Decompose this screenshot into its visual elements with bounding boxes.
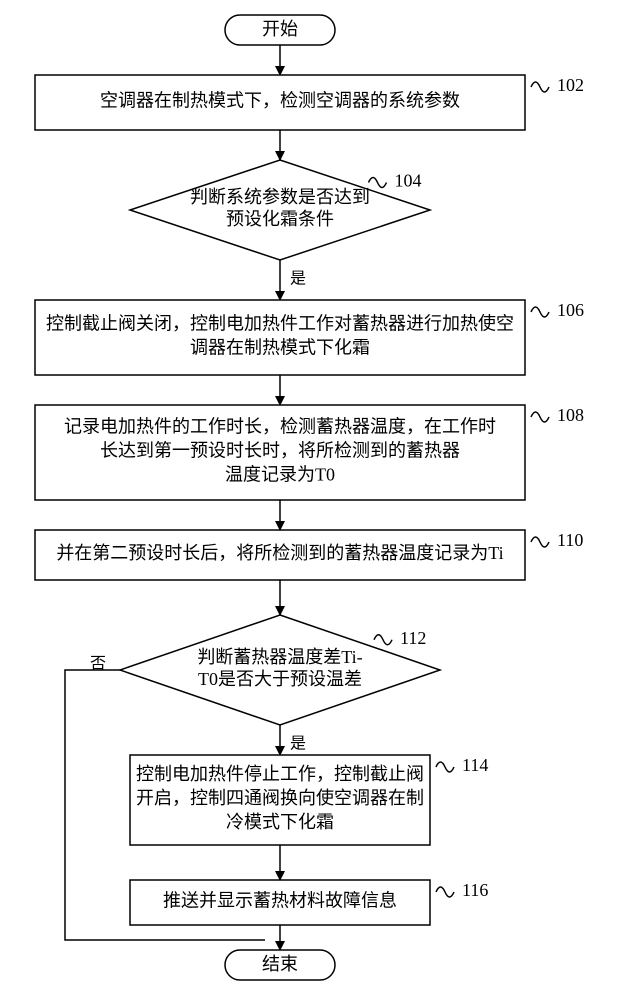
- svg-text:控制电加热件停止工作，控制截止阀: 控制电加热件停止工作，控制截止阀: [136, 764, 424, 784]
- svg-text:110: 110: [557, 530, 583, 550]
- diamond-d104: 判断系统参数是否达到预设化霜条件: [130, 160, 430, 260]
- svg-text:温度记录为T0: 温度记录为T0: [225, 465, 335, 485]
- diamond-d112: 判断蓄热器温度差Ti-T0是否大于预设温差: [120, 615, 440, 725]
- svg-text:判断系统参数是否达到: 判断系统参数是否达到: [190, 187, 370, 207]
- label-d112: 112: [374, 628, 426, 648]
- label-b110: 110: [531, 530, 583, 550]
- svg-text:调器在制热模式下化霜: 调器在制热模式下化霜: [190, 338, 370, 358]
- svg-text:控制截止阀关闭，控制电加热件工作对蓄热器进行加热使空: 控制截止阀关闭，控制电加热件工作对蓄热器进行加热使空: [46, 314, 514, 334]
- label-b108: 108: [531, 405, 584, 425]
- label-d104: 104: [369, 171, 422, 191]
- svg-text:112: 112: [400, 628, 426, 648]
- terminal-end-text: 结束: [262, 954, 298, 974]
- branch-d104_yes: 是: [290, 271, 306, 288]
- svg-text:104: 104: [395, 171, 422, 191]
- label-b114: 114: [436, 755, 488, 775]
- svg-text:冷模式下化霜: 冷模式下化霜: [226, 812, 334, 832]
- label-b102: 102: [531, 75, 584, 95]
- label-b116: 116: [436, 880, 488, 900]
- svg-text:记录电加热件的工作时长，检测蓄热器温度，在工作时: 记录电加热件的工作时长，检测蓄热器温度，在工作时: [64, 417, 496, 437]
- svg-text:空调器在制热模式下，检测空调器的系统参数: 空调器在制热模式下，检测空调器的系统参数: [100, 91, 460, 111]
- branch-d112_yes: 是: [290, 736, 306, 753]
- svg-text:108: 108: [557, 405, 584, 425]
- label-b106: 106: [531, 300, 584, 320]
- svg-text:116: 116: [462, 880, 488, 900]
- terminal-start: 开始: [225, 15, 335, 45]
- box-b102: 空调器在制热模式下，检测空调器的系统参数: [35, 75, 525, 130]
- box-b116: 推送并显示蓄热材料故障信息: [130, 880, 430, 925]
- svg-text:判断蓄热器温度差Ti-: 判断蓄热器温度差Ti-: [197, 647, 362, 667]
- svg-text:推送并显示蓄热材料故障信息: 推送并显示蓄热材料故障信息: [163, 891, 397, 911]
- svg-text:102: 102: [557, 75, 584, 95]
- svg-text:T0是否大于预设温差: T0是否大于预设温差: [198, 669, 362, 689]
- svg-text:106: 106: [557, 300, 584, 320]
- box-b110: 并在第二预设时长后，将所检测到的蓄热器温度记录为Ti: [35, 530, 525, 580]
- terminal-start-text: 开始: [262, 19, 298, 39]
- svg-text:114: 114: [462, 755, 488, 775]
- svg-text:并在第二预设时长后，将所检测到的蓄热器温度记录为Ti: 并在第二预设时长后，将所检测到的蓄热器温度记录为Ti: [56, 543, 503, 563]
- svg-text:预设化霜条件: 预设化霜条件: [226, 209, 334, 229]
- box-b108: 记录电加热件的工作时长，检测蓄热器温度，在工作时长达到第一预设时长时，将所检测到…: [35, 405, 525, 500]
- terminal-end: 结束: [225, 950, 335, 980]
- svg-text:开启，控制四通阀换向使空调器在制: 开启，控制四通阀换向使空调器在制: [136, 788, 424, 808]
- box-b106: 控制截止阀关闭，控制电加热件工作对蓄热器进行加热使空调器在制热模式下化霜: [35, 300, 525, 375]
- svg-text:长达到第一预设时长时，将所检测到的蓄热器: 长达到第一预设时长时，将所检测到的蓄热器: [100, 441, 460, 461]
- box-b114: 控制电加热件停止工作，控制截止阀开启，控制四通阀换向使空调器在制冷模式下化霜: [130, 755, 430, 845]
